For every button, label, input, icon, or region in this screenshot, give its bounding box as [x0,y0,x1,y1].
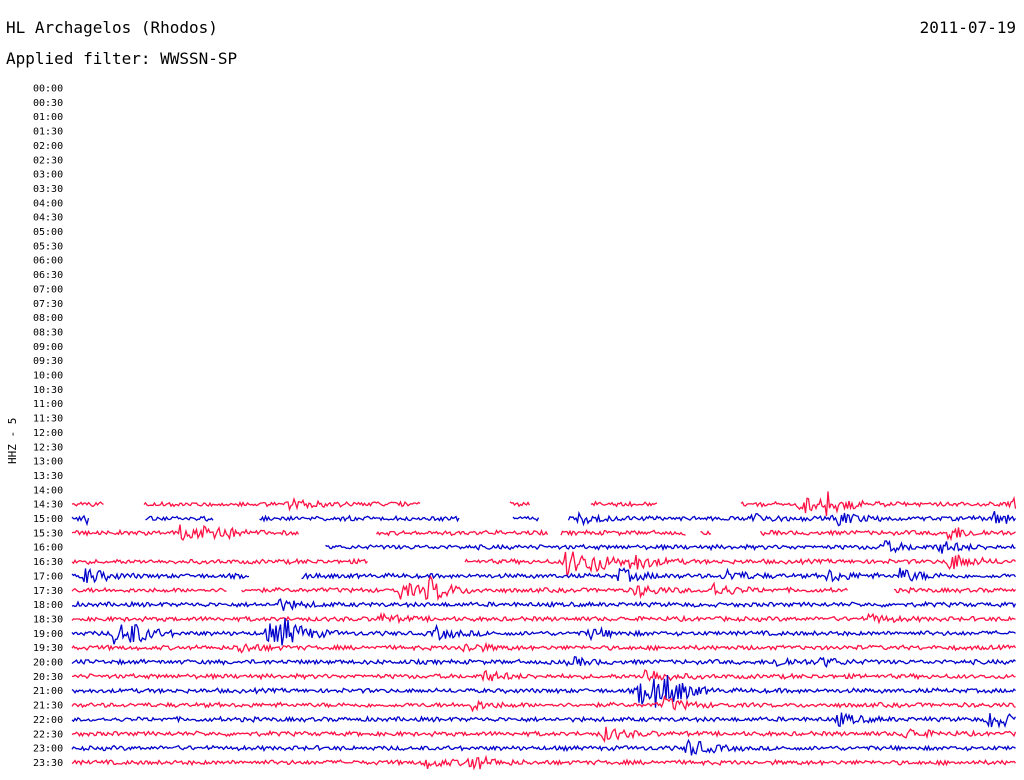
time-tick-label: 01:30 [33,127,63,138]
trace-2300 [71,738,1016,756]
trace-1430 [71,491,1017,516]
time-tick-label: 23:30 [33,758,63,769]
time-tick-label: 06:00 [33,256,63,267]
time-tick-label: 11:00 [33,399,63,410]
time-tick-label: 01:00 [33,112,63,123]
applied-filter: Applied filter: WWSSN-SP [6,49,238,68]
time-tick-label: 09:30 [33,356,63,367]
time-tick-label: 17:00 [33,571,63,582]
time-tick-label: 16:00 [33,543,63,554]
time-tick-label: 00:00 [33,84,63,95]
trace-1630 [71,551,1016,577]
time-tick-label: 23:00 [33,744,63,755]
time-tick-label: 07:00 [33,284,63,295]
time-tick-label: 11:30 [33,414,63,425]
time-tick-label: 04:00 [33,198,63,209]
trace-2230 [71,726,1017,744]
time-tick-label: 13:00 [33,457,63,468]
time-tick-label: 08:00 [33,313,63,324]
time-tick-label: 19:00 [33,629,63,640]
time-tick-label: 21:30 [33,701,63,712]
time-tick-label: 00:30 [33,98,63,109]
time-tick-label: 15:30 [33,528,63,539]
trace-1500 [71,510,1017,527]
trace-1600 [325,539,1016,554]
time-tick-label: 05:30 [33,241,63,252]
time-tick-label: 17:30 [33,586,63,597]
channel-label-text: HHZ - 50000 [6,418,19,464]
trace-2000 [71,656,1016,669]
time-tick-label: 19:30 [33,643,63,654]
time-tick-label: 20:30 [33,672,63,683]
time-tick-label: 22:30 [33,729,63,740]
trace-1730 [71,575,1016,602]
time-tick-label: 03:30 [33,184,63,195]
trace-2100 [71,674,1016,708]
time-tick-label: 12:30 [33,442,63,453]
time-tick-label: 20:00 [33,658,63,669]
trace-1930 [71,641,1017,654]
time-tick-label: 18:00 [33,600,63,611]
time-tick-label: 13:30 [33,471,63,482]
trace-1830 [71,611,1016,625]
time-tick-label: 02:30 [33,155,63,166]
record-date: 2011-07-19 [919,18,1016,37]
trace-1900 [71,618,1016,646]
trace-2130 [71,694,1016,713]
time-tick-label: 14:00 [33,485,63,496]
trace-2200 [71,712,1017,729]
trace-2330 [71,754,1016,771]
station-title: HL Archagelos (Rhodos) [6,18,218,37]
time-tick-label: 21:00 [33,686,63,697]
trace-1800 [71,598,1017,611]
time-tick-label: 16:30 [33,557,63,568]
time-tick-label: 18:30 [33,614,63,625]
time-tick-label: 02:00 [33,141,63,152]
trace-1530 [71,524,1016,542]
channel-label: HHZ - 50000 [6,418,19,464]
time-tick-label: 22:00 [33,715,63,726]
time-tick-label: 04:30 [33,213,63,224]
time-tick-label: 12:00 [33,428,63,439]
trace-2030 [72,669,1016,683]
time-tick-label: 10:30 [33,385,63,396]
time-tick-label: 15:00 [33,514,63,525]
time-tick-label: 08:30 [33,327,63,338]
time-tick-label: 07:30 [33,299,63,310]
trace-1700 [71,567,1017,584]
time-tick-label: 10:00 [33,371,63,382]
time-tick-label: 03:00 [33,170,63,181]
time-tick-label: 14:30 [33,500,63,511]
time-tick-label: 05:00 [33,227,63,238]
time-tick-label: 06:30 [33,270,63,281]
time-tick-label: 09:00 [33,342,63,353]
